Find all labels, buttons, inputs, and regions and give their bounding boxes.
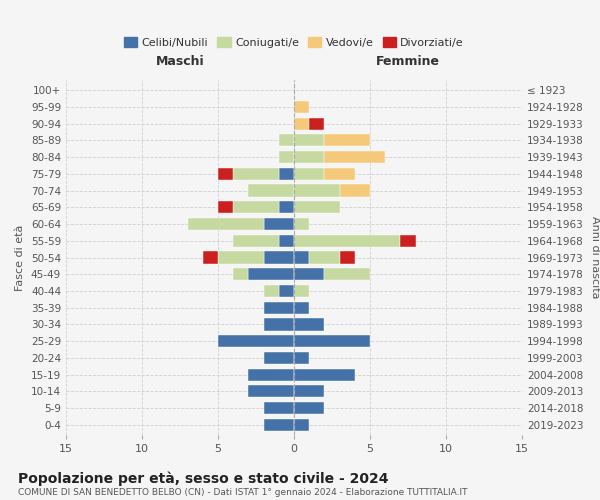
Bar [263,352,294,364]
Bar [263,285,279,297]
Text: Popolazione per età, sesso e stato civile - 2024: Popolazione per età, sesso e stato civil… [18,471,389,486]
Bar [294,268,325,280]
Bar [294,368,355,380]
Bar [294,151,325,163]
Bar [248,368,294,380]
Legend: Celibi/Nubili, Coniugati/e, Vedovi/e, Divorziati/e: Celibi/Nubili, Coniugati/e, Vedovi/e, Di… [119,32,469,52]
Y-axis label: Anni di nascita: Anni di nascita [590,216,600,298]
Bar [294,118,309,130]
Bar [279,201,294,213]
Text: Femmine: Femmine [376,56,440,68]
Bar [248,184,294,196]
Bar [263,419,294,431]
Bar [400,234,416,247]
Bar [248,268,294,280]
Bar [294,201,340,213]
Bar [233,168,279,180]
Bar [309,252,340,264]
Bar [294,168,325,180]
Bar [294,252,309,264]
Bar [294,285,309,297]
Bar [279,168,294,180]
Bar [294,352,309,364]
Bar [340,184,370,196]
Bar [279,285,294,297]
Bar [263,402,294,414]
Bar [218,168,233,180]
Bar [218,335,294,347]
Bar [218,201,233,213]
Bar [203,252,218,264]
Bar [294,184,340,196]
Bar [325,268,370,280]
Bar [294,101,309,113]
Bar [325,151,385,163]
Bar [279,134,294,146]
Bar [188,218,263,230]
Bar [294,335,370,347]
Bar [294,386,325,398]
Bar [218,252,263,264]
Text: COMUNE DI SAN BENEDETTO BELBO (CN) - Dati ISTAT 1° gennaio 2024 - Elaborazione T: COMUNE DI SAN BENEDETTO BELBO (CN) - Dat… [18,488,467,497]
Bar [325,168,355,180]
Bar [294,218,309,230]
Bar [340,252,355,264]
Y-axis label: Fasce di età: Fasce di età [16,224,25,290]
Bar [233,201,279,213]
Bar [233,234,279,247]
Bar [309,118,325,130]
Bar [263,218,294,230]
Bar [248,386,294,398]
Bar [279,234,294,247]
Bar [294,302,309,314]
Bar [294,419,309,431]
Bar [263,252,294,264]
Bar [325,134,370,146]
Bar [263,318,294,330]
Bar [294,134,325,146]
Bar [294,402,325,414]
Bar [263,302,294,314]
Bar [294,318,325,330]
Bar [279,151,294,163]
Bar [294,234,400,247]
Text: Maschi: Maschi [155,56,205,68]
Bar [233,268,248,280]
